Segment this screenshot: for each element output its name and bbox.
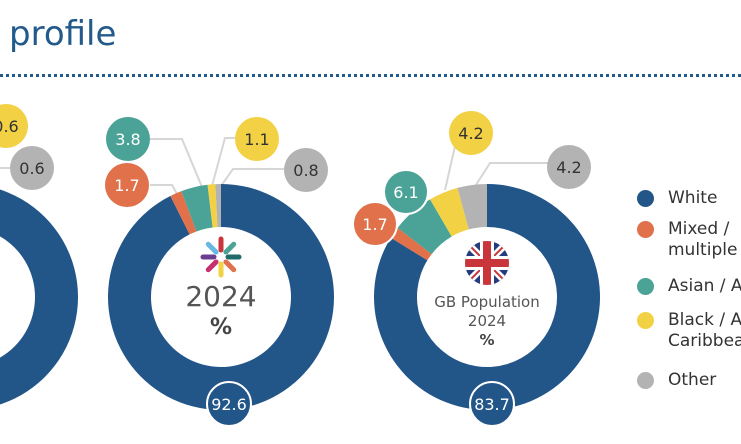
- donut-segment-asian: [397, 199, 452, 255]
- data-label-text: 1.7: [114, 176, 139, 195]
- legend-label: Caribbea: [668, 331, 741, 351]
- donut-segment-other: [215, 184, 221, 228]
- legend: White Mixed / multiple Asian / A Black / …: [637, 0, 741, 444]
- data-label-asian: 6.1: [383, 169, 429, 215]
- donut-segment-white: [0, 189, 78, 405]
- donut-segment-other: [457, 184, 487, 230]
- leader-line: [211, 137, 235, 187]
- data-label-text: 1.7: [362, 215, 387, 234]
- donut-segment-mixed: [390, 227, 432, 261]
- donut-segment-mixed: [170, 191, 197, 235]
- legend-swatch: [637, 312, 654, 329]
- data-label-text: 4.2: [556, 158, 581, 177]
- data-label-black: 4.2: [449, 111, 493, 155]
- legend-swatch: [637, 190, 654, 207]
- legend-swatch: [637, 278, 654, 295]
- legend-label: Mixed /: [668, 219, 730, 239]
- legend-label: multiple: [668, 240, 738, 260]
- uk-flag-icon: [465, 241, 509, 285]
- center-unit: %: [210, 315, 232, 340]
- data-label-text: 4.2: [458, 124, 483, 143]
- center-year: 2024: [185, 280, 256, 313]
- center-year: 2024: [468, 312, 506, 330]
- legend-label: Other: [668, 370, 717, 390]
- data-label-other: 0.8: [284, 148, 328, 192]
- donut-segment-black: [430, 187, 469, 237]
- leader-line: [473, 162, 548, 189]
- legend-item-asian: Asian / A: [637, 276, 741, 297]
- data-label-text: 3.8: [115, 130, 140, 149]
- data-label-text: 1.1: [244, 130, 269, 149]
- data-label-text: 92.6: [211, 395, 247, 414]
- data-label-other: 0.6: [10, 146, 54, 190]
- center-unit: %: [479, 331, 494, 349]
- donut-segment-white: [373, 184, 600, 410]
- data-label-text: 0.8: [293, 161, 318, 180]
- legend-item-other: Other: [637, 370, 716, 391]
- data-label-mixed: 1.7: [105, 163, 149, 207]
- donut-segment-white: [108, 184, 335, 410]
- data-label-black: 1.1: [235, 117, 279, 161]
- data-label-white: 92.6: [206, 381, 252, 427]
- data-label-text: 6.1: [393, 183, 418, 202]
- page-title: profile: [9, 14, 117, 54]
- data-label-text: 0.6: [0, 117, 19, 136]
- donut-segment-asian: [181, 184, 213, 232]
- legend-item-mixed: Mixed / multiple: [637, 219, 737, 261]
- star-logo-icon: [200, 236, 242, 278]
- center-label: GB Population: [434, 293, 540, 311]
- legend-label: White: [668, 188, 718, 208]
- legend-swatch: [637, 221, 654, 238]
- data-label-text: 0.6: [19, 159, 44, 178]
- leader-line: [220, 168, 284, 187]
- dotted-divider: [0, 74, 741, 77]
- legend-item-black: Black / A Caribbea: [637, 310, 741, 352]
- data-label-mixed: 1.7: [352, 201, 398, 247]
- legend-swatch: [637, 372, 654, 389]
- data-label-white: 83.7: [469, 381, 515, 427]
- legend-label: Asian / A: [668, 276, 741, 296]
- donut-segment-black: [207, 184, 218, 228]
- legend-item-white: White: [637, 188, 717, 209]
- data-label-text: 83.7: [474, 395, 510, 414]
- data-label-other: 4.2: [547, 145, 591, 189]
- legend-label: Black / A: [668, 310, 741, 330]
- leader-line: [150, 138, 203, 188]
- data-label-black: 0.6: [0, 104, 28, 148]
- data-label-asian: 3.8: [106, 117, 150, 161]
